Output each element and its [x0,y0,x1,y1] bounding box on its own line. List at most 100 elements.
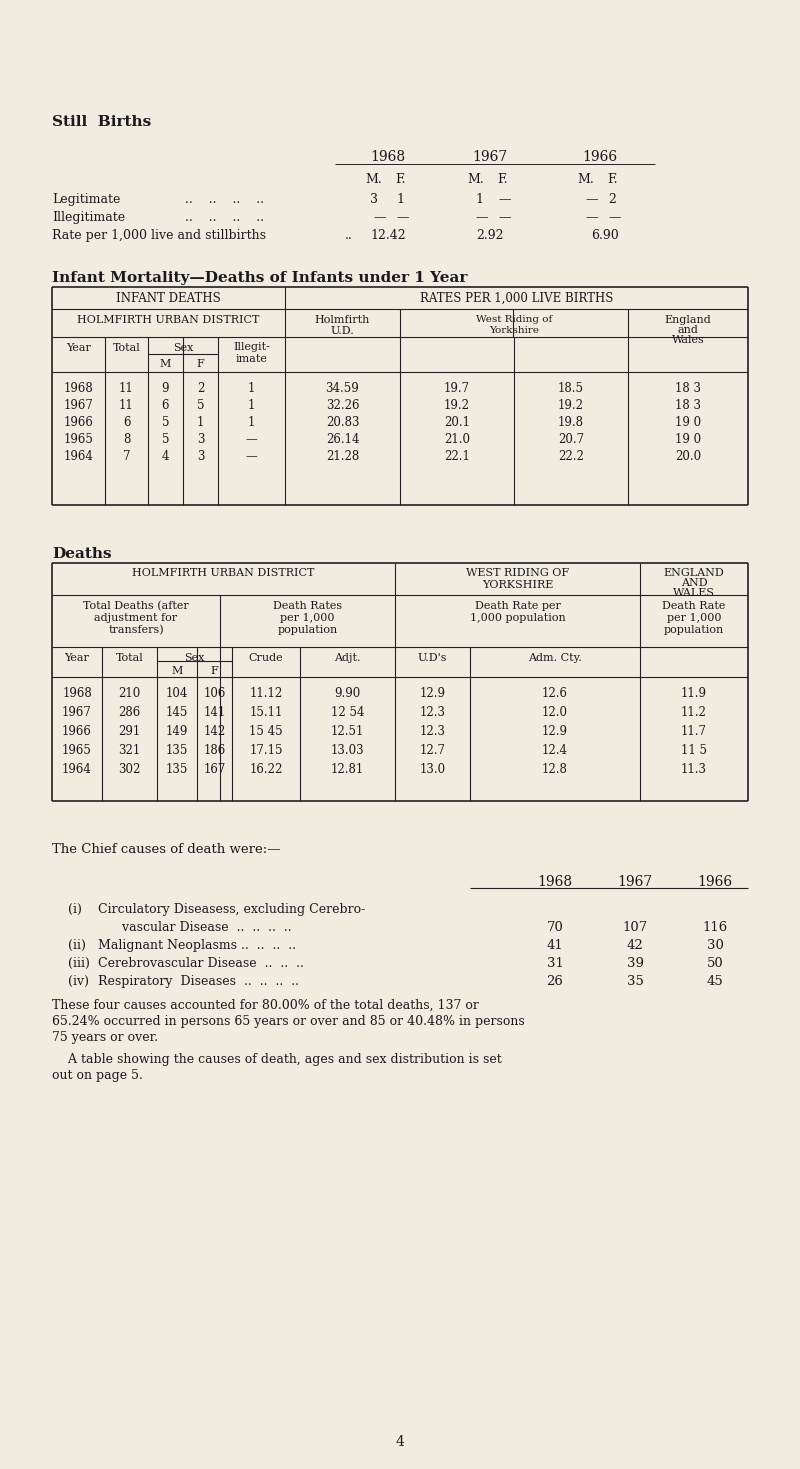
Text: F.: F. [395,173,406,187]
Text: 26.14: 26.14 [326,433,359,447]
Text: 42: 42 [626,939,643,952]
Text: 2: 2 [197,382,204,395]
Text: 142: 142 [203,726,226,737]
Text: 11.3: 11.3 [681,762,707,776]
Text: 135: 135 [166,762,188,776]
Text: ..    ..    ..    ..: .. .. .. .. [185,212,264,223]
Text: 141: 141 [203,707,226,718]
Text: 1964: 1964 [62,762,92,776]
Text: 291: 291 [118,726,141,737]
Text: —: — [475,212,487,223]
Text: 6: 6 [122,416,130,429]
Text: 5: 5 [197,400,204,411]
Text: Adm. Cty.: Adm. Cty. [528,654,582,663]
Text: 1966: 1966 [698,876,733,889]
Text: —: — [585,192,598,206]
Text: 1967: 1967 [618,876,653,889]
Text: F: F [210,665,218,676]
Text: 19.2: 19.2 [444,400,470,411]
Text: 12 54: 12 54 [330,707,364,718]
Text: 13.0: 13.0 [419,762,446,776]
Text: Total: Total [116,654,143,663]
Text: 39: 39 [626,956,643,970]
Text: 12.6: 12.6 [542,687,568,701]
Text: 11.9: 11.9 [681,687,707,701]
Text: 15.11: 15.11 [250,707,282,718]
Text: (iv): (iv) [68,975,89,989]
Text: 1966: 1966 [63,416,94,429]
Text: Adjt.: Adjt. [334,654,361,663]
Text: 17.15: 17.15 [250,743,282,757]
Text: 19 0: 19 0 [675,433,701,447]
Text: Wales: Wales [672,335,704,345]
Text: Total: Total [113,342,140,353]
Text: M.: M. [467,173,484,187]
Text: 6.90: 6.90 [591,229,619,242]
Text: 12.7: 12.7 [419,743,446,757]
Text: 106: 106 [203,687,226,701]
Text: 149: 149 [166,726,188,737]
Text: 35: 35 [626,975,643,989]
Text: —: — [585,212,598,223]
Text: WALES: WALES [673,588,715,598]
Text: 1: 1 [475,192,483,206]
Text: 1965: 1965 [63,433,94,447]
Text: M.: M. [577,173,594,187]
Text: ENGLAND: ENGLAND [664,569,724,577]
Text: Deaths: Deaths [52,546,112,561]
Text: Death Rate: Death Rate [662,601,726,611]
Text: West Riding of: West Riding of [476,314,552,325]
Text: (i): (i) [68,903,82,917]
Text: 20.0: 20.0 [675,450,701,463]
Text: 12.4: 12.4 [542,743,568,757]
Text: Infant Mortality—Deaths of Infants under 1 Year: Infant Mortality—Deaths of Infants under… [52,270,467,285]
Text: 19 0: 19 0 [675,416,701,429]
Text: 50: 50 [706,956,723,970]
Text: F: F [197,358,204,369]
Text: 167: 167 [203,762,226,776]
Text: 19.7: 19.7 [444,382,470,395]
Text: 8: 8 [123,433,130,447]
Text: Death Rates: Death Rates [273,601,342,611]
Text: 1965: 1965 [62,743,92,757]
Text: Yorkshire: Yorkshire [489,326,539,335]
Text: F.: F. [497,173,507,187]
Text: YORKSHIRE: YORKSHIRE [482,580,553,591]
Text: 22.2: 22.2 [558,450,584,463]
Text: 11: 11 [119,382,134,395]
Text: RATES PER 1,000 LIVE BIRTHS: RATES PER 1,000 LIVE BIRTHS [420,292,613,306]
Text: 11: 11 [119,400,134,411]
Text: 1968: 1968 [370,150,406,165]
Text: 1,000 population: 1,000 population [470,613,566,623]
Text: —: — [498,212,510,223]
Text: Death Rate per: Death Rate per [474,601,561,611]
Text: 186: 186 [203,743,226,757]
Text: 210: 210 [118,687,141,701]
Text: vascular Disease  ..  ..  ..  ..: vascular Disease .. .. .. .. [98,921,292,934]
Text: Illegit-: Illegit- [233,342,270,353]
Text: 1: 1 [396,192,404,206]
Text: A table showing the causes of death, ages and sex distribution is set: A table showing the causes of death, age… [52,1053,502,1066]
Text: 1966: 1966 [582,150,618,165]
Text: 31: 31 [546,956,563,970]
Text: Cerebrovascular Disease  ..  ..  ..: Cerebrovascular Disease .. .. .. [98,956,304,970]
Text: 26: 26 [546,975,563,989]
Text: 20.1: 20.1 [444,416,470,429]
Text: WEST RIDING OF: WEST RIDING OF [466,569,569,577]
Text: 2.92: 2.92 [476,229,504,242]
Text: per 1,000: per 1,000 [666,613,722,623]
Text: AND: AND [681,577,707,588]
Text: Year: Year [65,654,90,663]
Text: population: population [664,624,724,635]
Text: Holmfirth: Holmfirth [315,314,370,325]
Text: 21.0: 21.0 [444,433,470,447]
Text: Legitimate: Legitimate [52,192,120,206]
Text: 75 years or over.: 75 years or over. [52,1031,158,1044]
Text: 1967: 1967 [472,150,508,165]
Text: F.: F. [607,173,618,187]
Text: 3: 3 [197,450,204,463]
Text: 7: 7 [122,450,130,463]
Text: 1: 1 [248,416,255,429]
Text: 18 3: 18 3 [675,400,701,411]
Text: 107: 107 [622,921,648,934]
